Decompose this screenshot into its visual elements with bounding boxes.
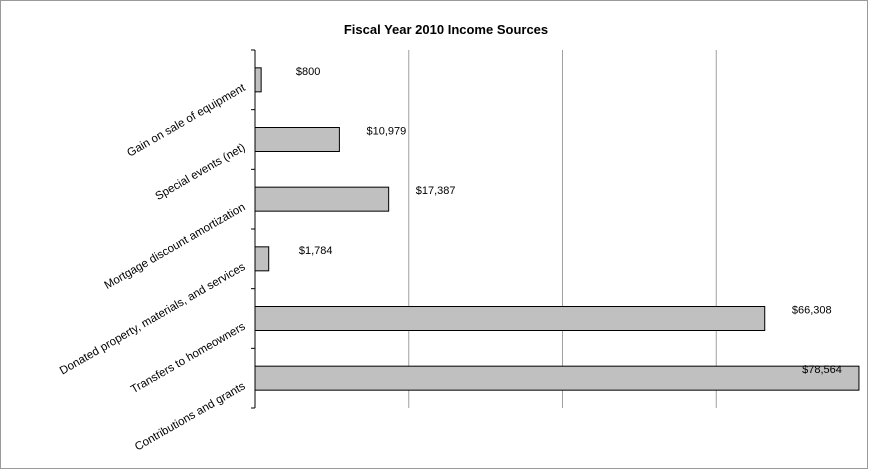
data-label: $800 (296, 66, 320, 78)
bar (254, 67, 262, 93)
data-label: $1,784 (299, 245, 333, 257)
category-label: Contributions and grants (133, 380, 248, 453)
bar (254, 186, 390, 212)
bars (254, 67, 860, 391)
category-label: Special events (net) (153, 142, 247, 203)
data-label: $17,387 (416, 185, 456, 197)
chart-title: Fiscal Year 2010 Income Sources (344, 22, 548, 37)
bar (254, 365, 860, 391)
bar (254, 246, 270, 272)
category-label: Transfers to homeowners (129, 321, 248, 396)
data-label: $78,564 (802, 364, 842, 376)
value-labels: $800 $10,979 $17,387 $1,784 $66,308 $78,564 (296, 66, 842, 376)
axes (251, 49, 256, 409)
bar (254, 127, 340, 152)
data-label: $66,308 (792, 305, 832, 317)
data-label: $10,979 (367, 126, 407, 138)
category-label: Donated property, materials, and service… (58, 261, 248, 378)
gridlines (408, 50, 717, 408)
bar (254, 306, 766, 331)
